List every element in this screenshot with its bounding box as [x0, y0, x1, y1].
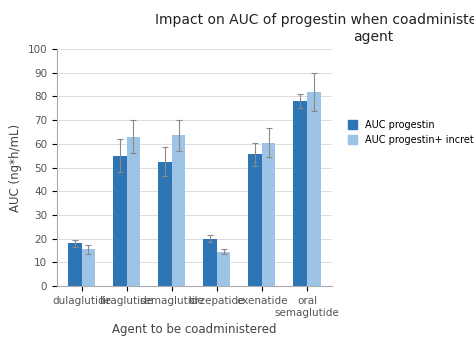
Bar: [82, 250, 95, 286]
Y-axis label: AUC (ng*h/mL): AUC (ng*h/mL): [9, 124, 22, 211]
Bar: [158, 162, 172, 286]
Bar: [262, 143, 275, 286]
Bar: [172, 135, 185, 286]
Bar: [307, 91, 320, 286]
Bar: [248, 155, 262, 286]
Bar: [127, 137, 140, 286]
Bar: [217, 252, 230, 286]
Title: Impact on AUC of progestin when coadministered with incretin
agent: Impact on AUC of progestin when coadmini…: [155, 13, 474, 44]
Legend: AUC progestin, AUC progestin+ incretin: AUC progestin, AUC progestin+ incretin: [347, 120, 474, 145]
Bar: [293, 101, 307, 286]
Bar: [203, 239, 217, 286]
Bar: [68, 244, 82, 286]
X-axis label: Agent to be coadministered: Agent to be coadministered: [112, 323, 277, 336]
Bar: [113, 156, 127, 286]
